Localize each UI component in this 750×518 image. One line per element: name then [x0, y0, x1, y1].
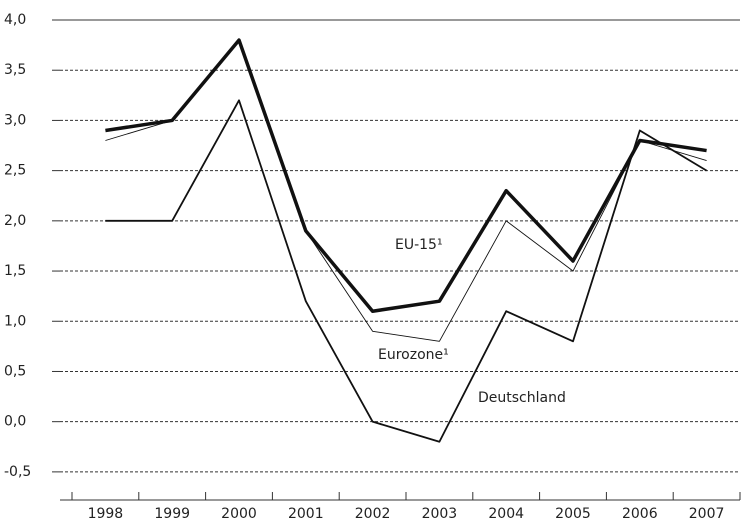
line-series — [105, 38, 707, 313]
x-tick-label: 2005 — [555, 506, 591, 518]
x-tick-label: 2000 — [221, 506, 257, 518]
y-tick-label: 3,0 — [4, 112, 26, 128]
y-tick-label: 1,0 — [4, 313, 26, 329]
series-label: Eurozone¹ — [378, 347, 449, 363]
x-tick-label: 1998 — [88, 506, 124, 518]
y-tick-label: 0,0 — [4, 414, 26, 430]
line-series — [105, 99, 708, 443]
x-tick-label: 2002 — [355, 506, 391, 518]
y-tick-label: 3,5 — [4, 62, 26, 78]
y-tick-label: 1,5 — [4, 263, 26, 279]
series-label: Deutschland — [478, 390, 566, 406]
y-tick-label: 4,0 — [4, 12, 26, 28]
series-label: EU-15¹ — [395, 237, 443, 253]
line-series — [105, 39, 707, 342]
y-tick-label: -0,5 — [4, 464, 31, 480]
y-tick-label: 2,5 — [4, 163, 26, 179]
x-tick-label: 2001 — [288, 506, 324, 518]
x-tick-label: 2007 — [689, 506, 725, 518]
x-tick-label: 2003 — [422, 506, 458, 518]
x-tick-label: 2004 — [488, 506, 524, 518]
x-tick-label: 2006 — [622, 506, 658, 518]
y-tick-label: 2,0 — [4, 213, 26, 229]
y-tick-label: 0,5 — [4, 363, 26, 379]
x-tick-label: 1999 — [154, 506, 190, 518]
